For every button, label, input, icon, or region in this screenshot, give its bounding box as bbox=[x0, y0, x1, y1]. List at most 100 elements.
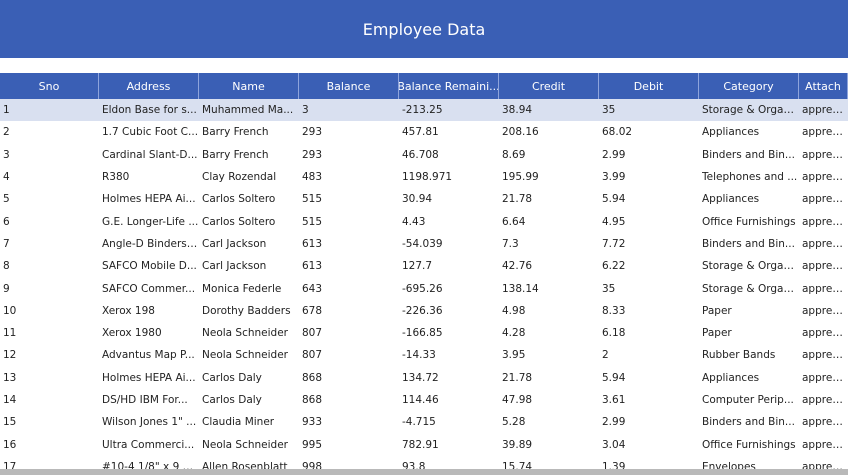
table-cell: Binders and Bin... bbox=[699, 411, 799, 433]
table-cell: R380 bbox=[99, 166, 199, 188]
cell-text: Carlos Soltero bbox=[202, 193, 276, 206]
table-row[interactable]: 16 Ultra Commerci... Neola Schneider 995 782… bbox=[0, 433, 848, 455]
table-cell: Claudia Miner bbox=[199, 411, 299, 433]
cell-text: 10 bbox=[3, 304, 17, 317]
table-body[interactable]: 1 Eldon Base for s... Muhammed Ma... 3 -213.… bbox=[0, 99, 848, 475]
cell-text: Storage & Organ... bbox=[702, 104, 799, 117]
cell-text: -226.36 bbox=[402, 304, 443, 317]
table-cell: DS/HD IBM For... bbox=[99, 389, 199, 411]
table-cell: 2.99 bbox=[599, 144, 699, 166]
table-cell: 3.61 bbox=[599, 389, 699, 411]
table-row[interactable]: 5 Holmes HEPA Ai... Carlos Soltero 515 30.94… bbox=[0, 188, 848, 210]
cell-text: 4.95 bbox=[602, 215, 626, 228]
table-cell: 39.89 bbox=[499, 433, 599, 455]
table-cell: 933 bbox=[299, 411, 399, 433]
cell-text: 134.72 bbox=[402, 371, 439, 384]
table-cell: appres:// bbox=[799, 411, 848, 433]
cell-text: 4.98 bbox=[502, 304, 526, 317]
column-header[interactable]: Debit bbox=[599, 73, 699, 99]
table-cell: -54.039 bbox=[399, 233, 499, 255]
table-cell: 35 bbox=[599, 277, 699, 299]
cell-text: 8.69 bbox=[502, 148, 526, 161]
column-header[interactable]: Name bbox=[199, 73, 299, 99]
table-row[interactable]: 4 R380 Clay Rozendal 483 1198.971 195.99 3.99 T… bbox=[0, 166, 848, 188]
cell-text: R380 bbox=[102, 171, 130, 184]
cell-text: appres:// bbox=[802, 237, 848, 250]
cell-text: appres:// bbox=[802, 349, 848, 362]
cell-text: appres:// bbox=[802, 171, 848, 184]
table-row[interactable]: 12 Advantus Map P... Neola Schneider 807 -14… bbox=[0, 344, 848, 366]
cell-text: Eldon Base for s... bbox=[102, 104, 197, 117]
cell-text: Muhammed Ma... bbox=[202, 104, 294, 117]
table-cell: Holmes HEPA Ai... bbox=[99, 367, 199, 389]
table-cell: 2 bbox=[599, 344, 699, 366]
table-cell: 12 bbox=[0, 344, 99, 366]
cell-text: -166.85 bbox=[402, 327, 443, 340]
cell-text: Claudia Miner bbox=[202, 416, 275, 429]
table-cell: 643 bbox=[299, 277, 399, 299]
cell-text: 6.64 bbox=[502, 215, 526, 228]
horizontal-scrollbar[interactable] bbox=[0, 469, 848, 475]
table-cell: 457.81 bbox=[399, 121, 499, 143]
cell-text: Xerox 1980 bbox=[102, 327, 162, 340]
table-cell: 807 bbox=[299, 322, 399, 344]
table-row[interactable]: 10 Xerox 198 Dorothy Badders 678 -226.36 4.98… bbox=[0, 300, 848, 322]
cell-text: 782.91 bbox=[402, 438, 439, 451]
cell-text: 21.78 bbox=[502, 371, 533, 384]
table-row[interactable]: 8 SAFCO Mobile D... Carl Jackson 613 127.7 42… bbox=[0, 255, 848, 277]
table-cell: 208.16 bbox=[499, 121, 599, 143]
table-row[interactable]: 6 G.E. Longer-Life ... Carlos Soltero 515 4.… bbox=[0, 210, 848, 232]
column-header[interactable]: Attach bbox=[799, 73, 848, 99]
column-header[interactable]: Balance Remaini... bbox=[399, 73, 499, 99]
table-cell: Muhammed Ma... bbox=[199, 99, 299, 121]
cell-text: 515 bbox=[302, 215, 323, 228]
cell-text: 47.98 bbox=[502, 394, 533, 406]
table-cell: 483 bbox=[299, 166, 399, 188]
column-header[interactable]: Balance bbox=[299, 73, 399, 99]
cell-text: Binders and Bin... bbox=[702, 416, 795, 429]
column-header[interactable]: Sno bbox=[0, 73, 99, 99]
table-cell: 4.98 bbox=[499, 300, 599, 322]
table-row[interactable]: 14 DS/HD IBM For... Carlos Daly 868 114.46 47… bbox=[0, 389, 848, 411]
cell-text: Dorothy Badders bbox=[202, 304, 291, 317]
table-cell: Carlos Soltero bbox=[199, 188, 299, 210]
table-cell: Monica Federle bbox=[199, 277, 299, 299]
table-cell: 4.43 bbox=[399, 210, 499, 232]
table-cell: Carlos Daly bbox=[199, 389, 299, 411]
table-cell: Office Furnishings bbox=[699, 210, 799, 232]
table-cell: Xerox 1980 bbox=[99, 322, 199, 344]
table-cell: Xerox 198 bbox=[99, 300, 199, 322]
cell-text: Appliances bbox=[702, 126, 760, 139]
table-row[interactable]: 13 Holmes HEPA Ai... Carlos Daly 868 134.72 2… bbox=[0, 367, 848, 389]
table-row[interactable]: 15 Wilson Jones 1" ... Claudia Miner 933 -4.… bbox=[0, 411, 848, 433]
column-header[interactable]: Credit bbox=[499, 73, 599, 99]
table-row[interactable]: 2 1.7 Cubic Foot C... Barry French 293 457.8… bbox=[0, 121, 848, 143]
table-cell: 782.91 bbox=[399, 433, 499, 455]
table-cell: 11 bbox=[0, 322, 99, 344]
cell-text: 868 bbox=[302, 371, 323, 384]
table-row[interactable]: 11 Xerox 1980 Neola Schneider 807 -166.85 4.2… bbox=[0, 322, 848, 344]
table-cell: 293 bbox=[299, 121, 399, 143]
column-header[interactable]: Address bbox=[99, 73, 199, 99]
table-cell: Neola Schneider bbox=[199, 322, 299, 344]
table-cell: 3 bbox=[0, 144, 99, 166]
table-cell: 16 bbox=[0, 433, 99, 455]
cell-text: Carlos Daly bbox=[202, 394, 262, 406]
table-row[interactable]: 1 Eldon Base for s... Muhammed Ma... 3 -213.… bbox=[0, 99, 848, 122]
table-cell: 5.94 bbox=[599, 188, 699, 210]
cell-text: Storage & Organ... bbox=[702, 282, 799, 295]
column-header[interactable]: Category bbox=[699, 73, 799, 99]
table-cell: Advantus Map P... bbox=[99, 344, 199, 366]
cell-text: 1198.971 bbox=[402, 171, 453, 184]
table-cell: 114.46 bbox=[399, 389, 499, 411]
table-cell: -4.715 bbox=[399, 411, 499, 433]
table-cell: G.E. Longer-Life ... bbox=[99, 210, 199, 232]
table-row[interactable]: 9 SAFCO Commer... Monica Federle 643 -695.26… bbox=[0, 277, 848, 299]
cell-text: 483 bbox=[302, 171, 323, 184]
table-row[interactable]: 7 Angle-D Binders ... Carl Jackson 613 -54.0… bbox=[0, 233, 848, 255]
cell-text: 678 bbox=[302, 304, 323, 317]
cell-text: 42.76 bbox=[502, 260, 533, 273]
table-row[interactable]: 3 Cardinal Slant-D... Barry French 293 46.70… bbox=[0, 144, 848, 166]
table-cell: appres:// bbox=[799, 322, 848, 344]
cell-text: -4.715 bbox=[402, 416, 436, 429]
